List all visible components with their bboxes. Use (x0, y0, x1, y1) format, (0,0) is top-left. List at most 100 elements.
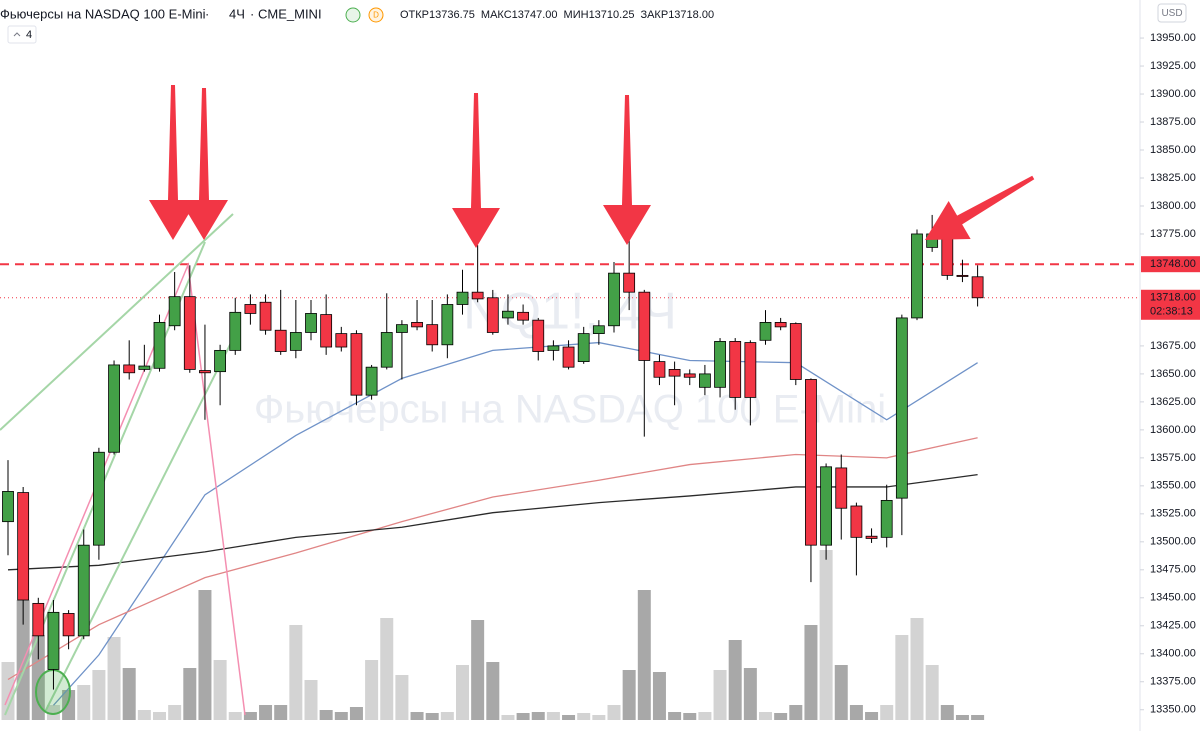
y-tick-label: 13450.00 (1150, 592, 1196, 604)
candle-body (456, 291, 469, 305)
volume-bar (365, 660, 379, 720)
candle-body (289, 332, 302, 351)
volume-bar (683, 713, 697, 720)
candle-body (850, 505, 863, 538)
y-tick-label: 13600.00 (1150, 424, 1196, 436)
volume-bar (759, 712, 772, 720)
volume-bar (531, 712, 545, 720)
candle-body (592, 325, 605, 334)
volume-bar (865, 712, 879, 720)
arrow (603, 95, 651, 245)
candle-body (350, 333, 363, 396)
volume-bar (698, 712, 712, 720)
candle-body (62, 613, 75, 637)
y-tick-label: 13525.00 (1150, 508, 1196, 520)
volume-bar (486, 662, 500, 720)
candle-body (486, 297, 499, 333)
last-price-bg (1141, 289, 1200, 320)
ohlc-value: 13718.00 (668, 9, 714, 21)
volume-bar (410, 712, 424, 720)
volume-bar (46, 705, 60, 720)
volume-bar (31, 635, 45, 720)
candle-body (956, 274, 969, 277)
ohlc-value: 13747.00 (512, 9, 558, 21)
y-tick-label: 13925.00 (1150, 60, 1196, 72)
volume-bar (228, 712, 242, 720)
candle-body (335, 333, 348, 348)
indicators-toggle[interactable] (7, 25, 37, 44)
candle-body (502, 310, 514, 319)
volume-bar (562, 715, 576, 720)
trend-line (44, 324, 241, 713)
separator: · (205, 6, 209, 21)
candle-body (805, 379, 817, 546)
volume-bar (501, 715, 515, 720)
volume-bar (198, 590, 212, 720)
candle-body (47, 611, 60, 670)
volume-bar (319, 710, 333, 720)
candle-body (683, 373, 696, 378)
volume-bar (622, 670, 636, 720)
volume-bar (183, 668, 197, 720)
volume-bar (880, 705, 894, 720)
currency-badge[interactable] (1157, 3, 1187, 23)
candle-body (153, 322, 166, 369)
candle-body (865, 535, 878, 539)
volume-bar (895, 635, 909, 720)
volume-bar (77, 685, 91, 720)
y-tick-label: 13650.00 (1150, 368, 1196, 380)
candle-body (168, 296, 181, 327)
volume-bar (122, 668, 136, 720)
volume-bar (440, 712, 454, 720)
candle-body (426, 324, 439, 346)
candle-body (547, 345, 560, 351)
candle-body (880, 499, 893, 538)
volume-bar (652, 672, 666, 720)
delayed-badge[interactable] (368, 7, 384, 23)
candle-body (411, 322, 423, 328)
y-tick-label: 13675.00 (1150, 340, 1196, 352)
candle-body (274, 329, 287, 352)
y-tick-label: 13775.00 (1150, 228, 1196, 240)
volume-bar (349, 707, 363, 720)
volume-bar (713, 670, 727, 720)
pink-line (4, 262, 246, 716)
y-tick-label: 13400.00 (1150, 648, 1196, 660)
arrows (149, 85, 1035, 248)
volume-bar (456, 665, 469, 720)
candle-body (17, 492, 30, 601)
candle-body (441, 304, 454, 346)
y-tick-label: 13850.00 (1150, 144, 1196, 156)
volume-layer (1, 550, 985, 720)
volume-bar (62, 690, 76, 720)
volume-bar (107, 637, 121, 720)
candle-body (471, 291, 484, 300)
volume-bar (925, 665, 939, 720)
ohlc-value: 13736.75 (429, 9, 475, 21)
candle-body (623, 272, 636, 293)
y-tick-label: 13425.00 (1150, 620, 1196, 632)
y-tick-label: 13825.00 (1150, 172, 1196, 184)
price-axis: 13350.00 13375.00 13400.00 13425.00 13450.00… (1140, 32, 1200, 716)
volume-bar (395, 675, 409, 720)
volume-bar (834, 665, 848, 720)
volume-bar (910, 618, 924, 720)
countdown: 02:38:13 (1150, 306, 1193, 318)
volume-bar (637, 590, 651, 720)
y-tick-label: 13625.00 (1150, 396, 1196, 408)
candle-body (820, 466, 832, 546)
trend-line (0, 213, 234, 431)
volume-bar (804, 625, 818, 720)
candle-body (653, 361, 666, 378)
candle-body (183, 296, 196, 370)
volume-bar (971, 715, 985, 720)
ohlc-value: 13710.25 (589, 9, 635, 21)
y-tick-label: 13500.00 (1150, 536, 1196, 548)
candle-body (774, 322, 787, 328)
market-status[interactable] (345, 7, 361, 23)
candle-body (608, 272, 620, 327)
volume-bar (425, 713, 439, 720)
candle-body (577, 333, 590, 362)
volume-bar (168, 705, 182, 720)
candle-body (93, 451, 105, 546)
